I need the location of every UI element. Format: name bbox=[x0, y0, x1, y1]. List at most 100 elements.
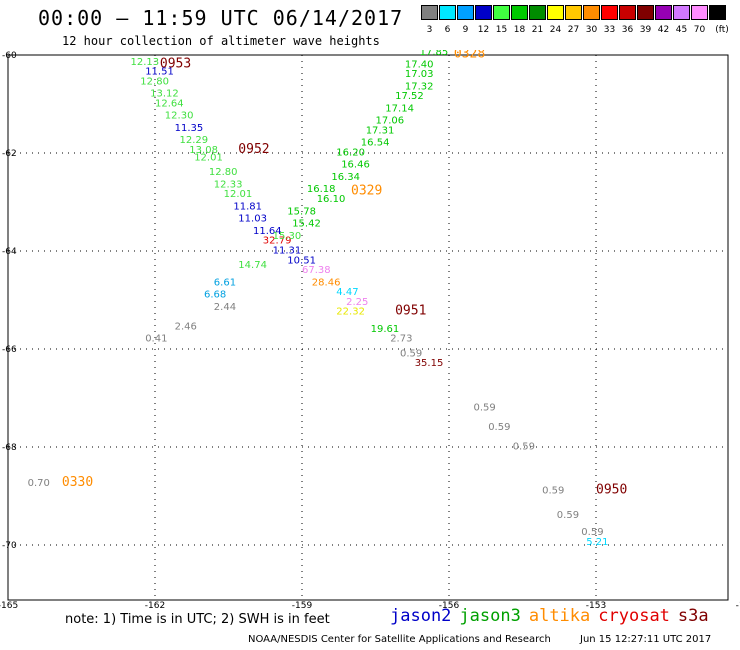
scale-label: 45 bbox=[675, 25, 688, 35]
scale-swatch bbox=[439, 5, 456, 20]
legend-altika: altika bbox=[528, 606, 591, 626]
lon-tick-label: -15 bbox=[736, 601, 740, 610]
scale-swatch bbox=[475, 5, 492, 20]
satellite-legend: jason2 jason3 altika cryosat s3a bbox=[390, 606, 717, 626]
pass-time: 0328 bbox=[454, 50, 485, 61]
legend-cryosat: cryosat bbox=[598, 606, 670, 626]
pass-time: 0330 bbox=[62, 475, 93, 490]
wave-height-value: 2.73 bbox=[390, 334, 412, 345]
wave-height-labels: 12.1311.5112.8013.1212.6412.3011.3512.29… bbox=[28, 50, 609, 548]
pass-time: 0952 bbox=[238, 142, 269, 157]
legend-jason2: jason2 bbox=[390, 606, 452, 626]
scale-swatch bbox=[529, 5, 546, 20]
wave-height-value: 0.59 bbox=[581, 527, 603, 538]
pass-time: 0951 bbox=[395, 304, 426, 319]
scale-swatch bbox=[655, 5, 672, 20]
wave-height-value: 17.31 bbox=[366, 125, 395, 136]
wave-height-value: 13.08 bbox=[189, 145, 218, 156]
wave-height-value: 35.15 bbox=[415, 358, 444, 369]
wave-height-value: 2.46 bbox=[175, 321, 197, 332]
wave-height-value: 22.32 bbox=[336, 307, 365, 318]
wave-height-value: 16.18 bbox=[307, 184, 336, 195]
wave-height-value: 11.81 bbox=[233, 201, 262, 212]
map-title: 00:00 – 11:59 UTC 06/14/2017 bbox=[38, 6, 404, 30]
wave-height-value: 6.68 bbox=[204, 290, 226, 301]
scale-swatch bbox=[691, 5, 708, 20]
scale-label: 27 bbox=[567, 25, 580, 35]
wave-height-value: 12.33 bbox=[214, 179, 243, 190]
wave-height-value: 11.35 bbox=[175, 123, 204, 134]
scale-swatch bbox=[637, 5, 654, 20]
wave-height-value: 16.10 bbox=[317, 194, 346, 205]
pass-time: 0950 bbox=[596, 483, 627, 498]
wave-height-value: 11.31 bbox=[273, 245, 302, 256]
pass-time: 0953 bbox=[160, 56, 191, 71]
wave-height-value: 17.40 bbox=[405, 59, 434, 70]
legend-s3a: s3a bbox=[677, 606, 709, 626]
scale-label: 15 bbox=[495, 25, 508, 35]
wave-height-value: 67.38 bbox=[302, 265, 331, 276]
scale-label: 9 bbox=[462, 25, 469, 35]
wave-height-value: 0.59 bbox=[474, 402, 496, 413]
lat-tick-label: -64 bbox=[2, 247, 17, 257]
scale-swatch bbox=[547, 5, 564, 20]
lat-tick-label: -66 bbox=[2, 345, 17, 355]
wave-height-value: 2.44 bbox=[214, 302, 236, 313]
lon-tick-label: -156 bbox=[439, 601, 460, 610]
lon-tick-label: -159 bbox=[292, 601, 313, 610]
wave-height-value: 15.78 bbox=[287, 206, 316, 217]
wave-height-value: 0.59 bbox=[488, 422, 510, 433]
wave-height-value: 12.29 bbox=[180, 135, 209, 146]
timestamp-text: Jun 15 12:27:11 UTC 2017 bbox=[580, 634, 712, 645]
map-frame bbox=[7, 54, 729, 601]
wave-height-value: 0.41 bbox=[145, 334, 167, 345]
scale-label: 39 bbox=[639, 25, 652, 35]
pass-time: 0329 bbox=[351, 184, 382, 199]
wave-height-value: 0.70 bbox=[28, 478, 50, 489]
wave-height-value: 12.13 bbox=[131, 57, 160, 68]
wave-height-value: 0.59 bbox=[400, 348, 422, 359]
wave-height-value: 4.47 bbox=[336, 287, 358, 298]
wave-height-value: 32.79 bbox=[263, 236, 292, 247]
scale-swatch bbox=[709, 5, 726, 20]
lon-tick-label: -165 bbox=[0, 601, 18, 610]
scale-label: 42 bbox=[657, 25, 670, 35]
lon-tick-label: -153 bbox=[586, 601, 606, 610]
scale-swatch bbox=[619, 5, 636, 20]
wave-height-value: 17.06 bbox=[376, 116, 405, 127]
scale-label: 6 bbox=[444, 25, 451, 35]
wave-height-value: 15.42 bbox=[292, 219, 321, 230]
scale-swatch bbox=[511, 5, 528, 20]
wave-height-value: 6.61 bbox=[214, 277, 236, 288]
lat-tick-label: -68 bbox=[2, 443, 17, 453]
wave-height-value: 0.59 bbox=[557, 510, 579, 521]
footnote: note: 1) Time is in UTC; 2) SWH is in fe… bbox=[65, 612, 330, 627]
wave-height-value: 17.85 bbox=[420, 50, 449, 58]
wave-height-value: 0.59 bbox=[542, 486, 564, 497]
scale-label: 18 bbox=[513, 25, 526, 35]
scale-label: 21 bbox=[531, 25, 544, 35]
lon-tick-label: -162 bbox=[145, 601, 165, 610]
wave-height-value: 16.34 bbox=[331, 172, 360, 183]
scale-label: 70 bbox=[693, 25, 706, 35]
scale-label: 36 bbox=[621, 25, 634, 35]
wave-height-value: 12.01 bbox=[224, 189, 253, 200]
scale-label: 3 bbox=[426, 25, 433, 35]
wave-height-value: 17.32 bbox=[405, 81, 434, 92]
wave-height-value: 17.14 bbox=[385, 103, 414, 114]
wave-height-value: 11.03 bbox=[238, 214, 267, 225]
wave-height-value: 16.46 bbox=[341, 160, 370, 171]
wave-height-value: 16.20 bbox=[336, 147, 365, 158]
wave-height-value: 12.64 bbox=[155, 98, 184, 109]
wave-height-value: 14.74 bbox=[238, 260, 267, 271]
wave-height-value: 12.80 bbox=[140, 76, 169, 87]
lat-tick-label: -60 bbox=[2, 51, 17, 61]
lat-tick-label: -62 bbox=[2, 149, 17, 159]
graticule: -165 -162 -159 -156 -153 -15 -60 -62 -64 -66 -68 -7… bbox=[0, 51, 740, 610]
scale-label: 30 bbox=[585, 25, 598, 35]
scale-swatch bbox=[601, 5, 618, 20]
wave-height-value: 19.61 bbox=[371, 324, 400, 335]
wave-height-value: 11.51 bbox=[145, 67, 174, 78]
wave-height-value: 13.12 bbox=[150, 89, 179, 100]
wave-height-value: 17.52 bbox=[395, 91, 424, 102]
